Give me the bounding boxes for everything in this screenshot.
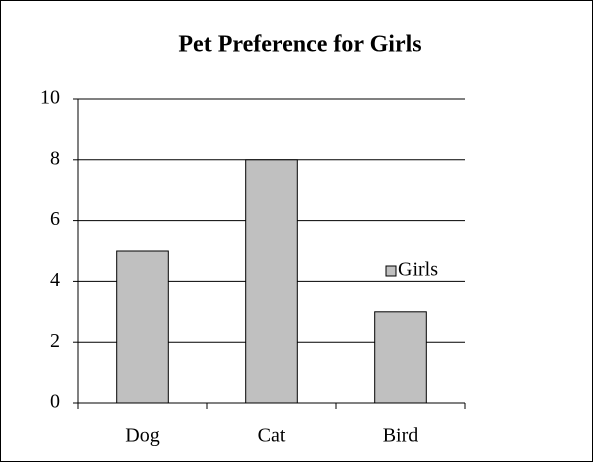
y-tick-label: 6	[50, 208, 60, 230]
y-tick-label: 0	[50, 391, 60, 413]
y-tick-label: 10	[40, 87, 60, 109]
bar	[245, 159, 298, 404]
y-tick-label: 2	[50, 330, 60, 352]
legend-label: Girls	[398, 259, 438, 281]
x-tick-label: Dog	[125, 425, 159, 447]
y-tick-label: 8	[50, 147, 60, 169]
legend-swatch	[385, 265, 397, 277]
bar	[116, 250, 169, 404]
x-tick-label: Bird	[383, 425, 419, 447]
bar	[374, 311, 427, 404]
x-tick-label: Cat	[258, 425, 286, 447]
y-tick-label: 4	[50, 269, 60, 291]
chart-title: Pet Preference for Girls	[178, 32, 421, 58]
